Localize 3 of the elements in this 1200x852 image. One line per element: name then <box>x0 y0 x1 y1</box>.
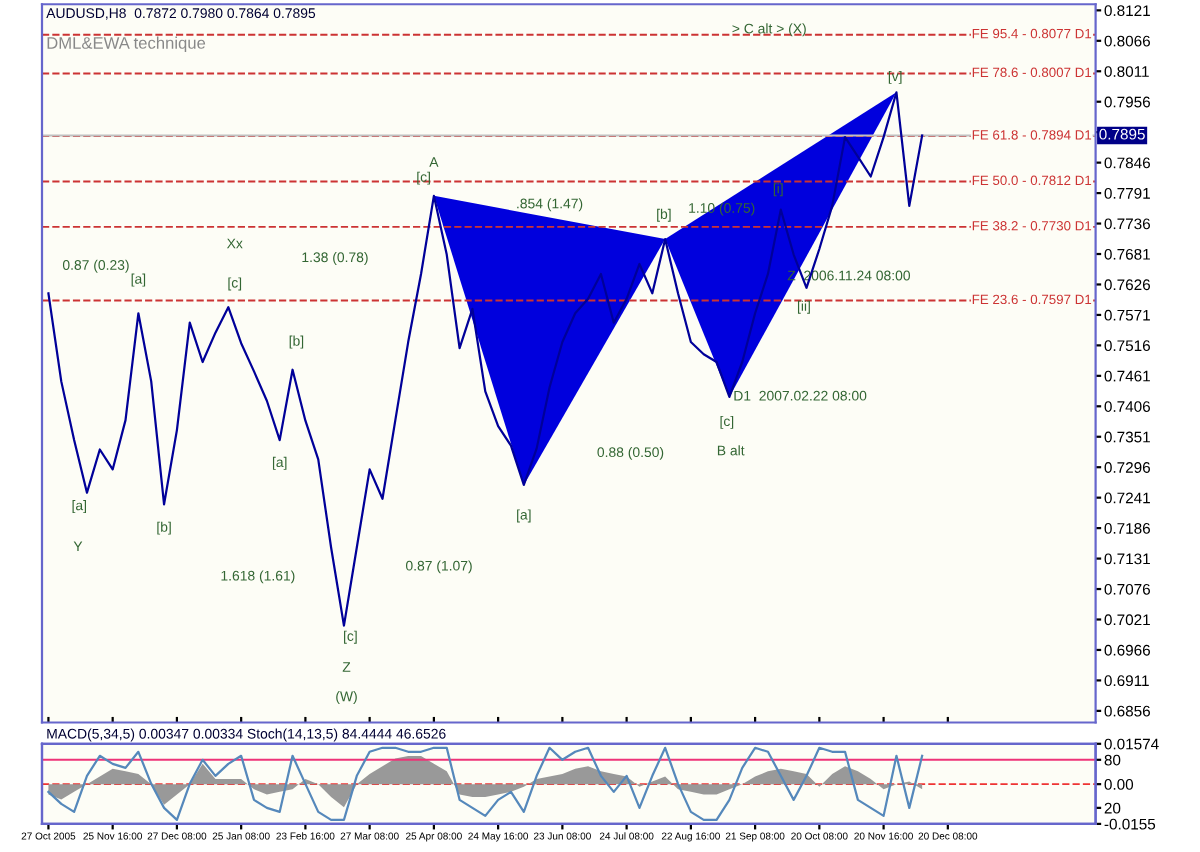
line-series <box>47 746 924 821</box>
text: DML&EWA technique <box>47 36 206 53</box>
line-series <box>47 91 924 627</box>
